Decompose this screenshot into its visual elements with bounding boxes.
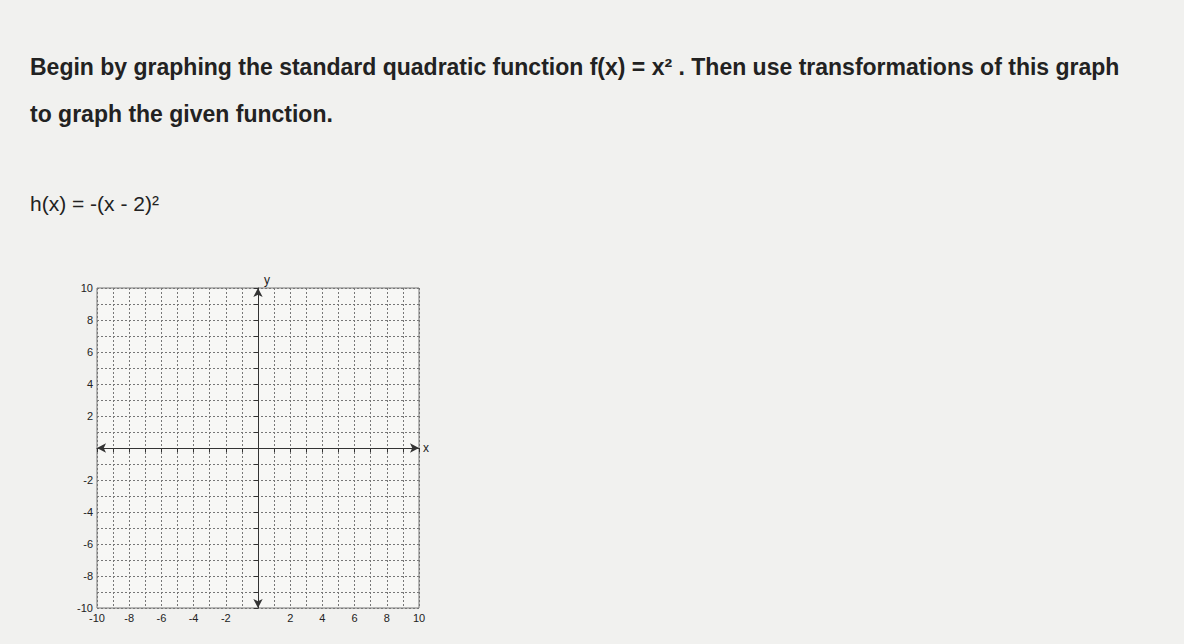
svg-text:2: 2 [87, 410, 93, 422]
svg-text:-10: -10 [77, 602, 93, 614]
svg-text:6: 6 [87, 346, 93, 358]
svg-text:-2: -2 [83, 474, 93, 486]
svg-text:-6: -6 [157, 612, 167, 624]
svg-text:2: 2 [287, 612, 293, 624]
svg-text:-8: -8 [83, 570, 93, 582]
svg-text:10: 10 [413, 612, 425, 624]
svg-text:-2: -2 [221, 612, 231, 624]
svg-text:-6: -6 [83, 538, 93, 550]
svg-text:4: 4 [319, 612, 325, 624]
svg-text:10: 10 [81, 282, 93, 294]
svg-text:-4: -4 [189, 612, 199, 624]
html-text:Begin by graphing the standard: Begin by graphing the standard quadratic… [30, 54, 1120, 127]
svg-text:4: 4 [87, 378, 93, 390]
html-text:h(x) = -(x - 2)²: h(x) = -(x - 2)² [30, 192, 159, 215]
svg-text:y: y [264, 273, 270, 287]
svg-text:8: 8 [384, 612, 390, 624]
svg-text:6: 6 [352, 612, 358, 624]
svg-text:8: 8 [87, 314, 93, 326]
svg-text:-4: -4 [83, 506, 93, 518]
svg-text:x: x [423, 441, 429, 455]
svg-text:-8: -8 [124, 612, 134, 624]
svg-text:-10: -10 [89, 612, 105, 624]
